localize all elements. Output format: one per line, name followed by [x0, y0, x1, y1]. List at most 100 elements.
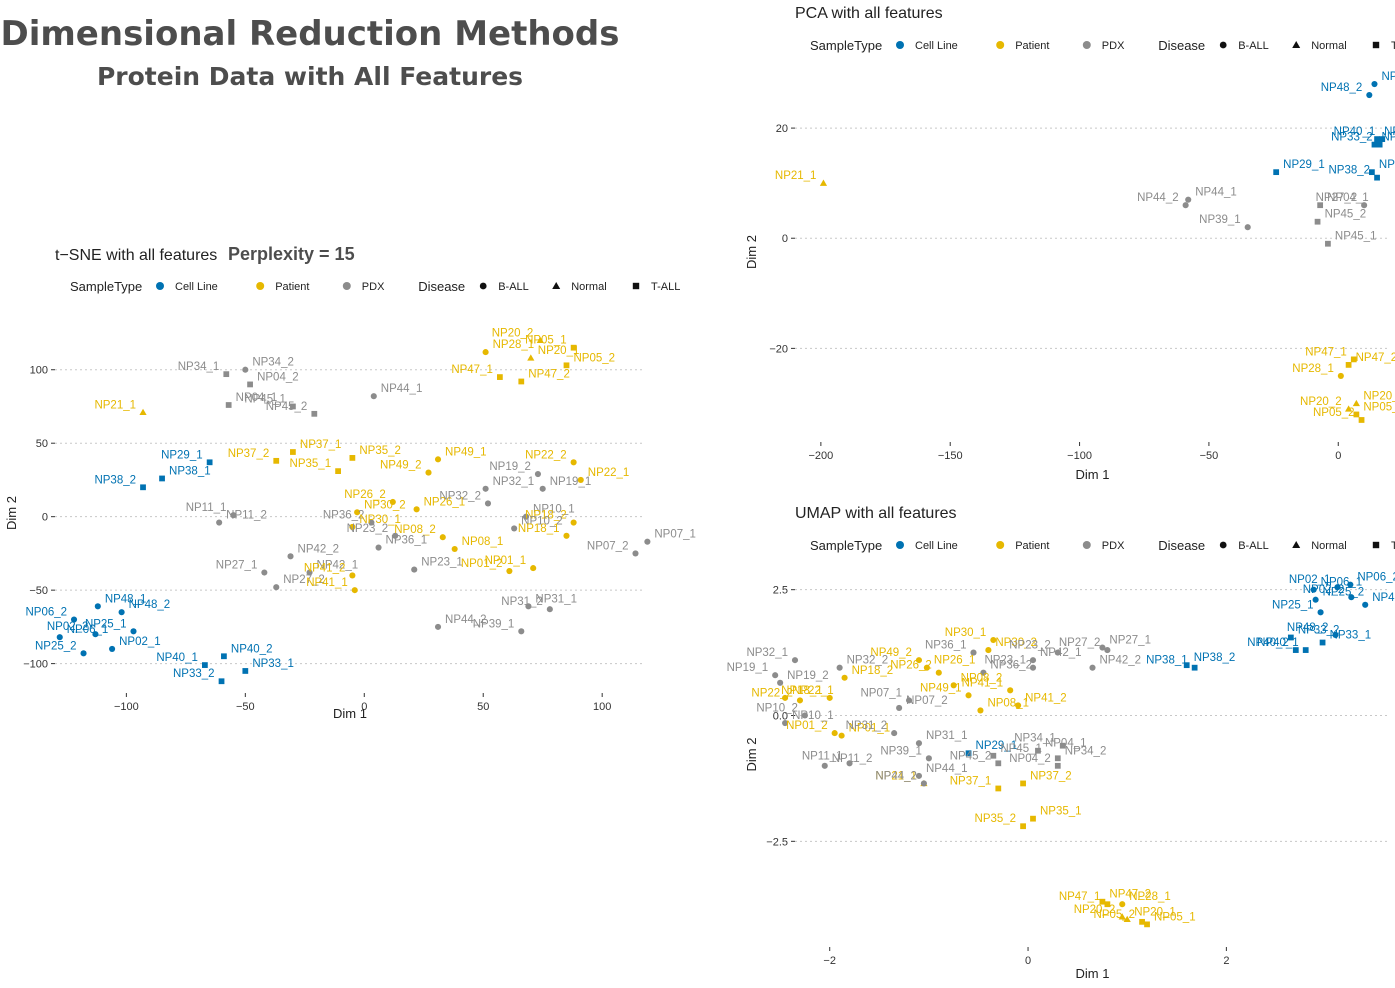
point-np33_2 [1287, 634, 1294, 641]
legend-key-pdx [1082, 541, 1091, 549]
point-label: NP48_1 [1372, 592, 1395, 604]
point-label: NP42_1 [1040, 647, 1082, 659]
point-label: NP40_1 [156, 652, 198, 664]
point-label: NP22_1 [588, 467, 630, 479]
point-label: NP22_2 [751, 687, 793, 699]
point-label: NP47_1 [1059, 891, 1101, 903]
point-label: NP23_1 [421, 557, 463, 569]
point-np32_1 [791, 657, 799, 664]
point-np39_1 [518, 628, 525, 635]
point-np41_1 [1007, 687, 1014, 694]
point-label: NP49_2 [870, 647, 912, 659]
point-np26_2 [935, 669, 942, 676]
point-label: NP06_1 [67, 624, 109, 636]
point-label: NP04_1 [236, 392, 278, 404]
point-np34_2 [1054, 755, 1061, 762]
point-label: NP42_2 [298, 543, 340, 555]
point-np20_2 [1345, 405, 1353, 412]
point-label: NP39_1 [880, 745, 922, 757]
x-tick-label: 0 [1025, 955, 1031, 967]
point-label: NP44_1 [1195, 187, 1237, 199]
point-np39_1 [925, 755, 932, 762]
point-label: NP08_2 [394, 524, 436, 536]
point-np47_2 [1099, 898, 1106, 905]
point-np23_2 [1054, 649, 1061, 656]
point-np23_2 [392, 532, 399, 539]
legend-key-normal [1292, 541, 1301, 548]
point-np48_2 [118, 609, 125, 616]
chart-title: PCA with all features [795, 5, 943, 22]
point-np02_2 [92, 631, 99, 638]
point-np38_2 [1374, 174, 1380, 181]
point-np38_1 [159, 475, 165, 482]
point-np49_2 [915, 657, 923, 664]
legend-key-cell-line [896, 41, 904, 49]
point-np01_1 [838, 732, 845, 739]
legend-key-t-all [632, 282, 640, 290]
point-np48_1 [1362, 601, 1369, 608]
chart-title-extra: Perplexity = 15 [228, 244, 355, 264]
point-np36_1 [375, 544, 382, 551]
point-np38_1 [1369, 169, 1375, 176]
point-label: NP20_2 [1074, 904, 1116, 916]
point-np40_2 [1292, 647, 1299, 653]
point-np45_2 [1314, 218, 1321, 225]
legend-key-cell-line [896, 541, 904, 549]
point-label: NP02_1 [119, 636, 161, 648]
legend-key-b-all [479, 282, 487, 290]
point-np40_1 [1302, 647, 1309, 653]
point-np01_1 [530, 565, 537, 572]
point-np29_1 [206, 459, 213, 466]
point-label: NP32_1 [746, 647, 788, 659]
point-np40_1 [201, 662, 208, 668]
point-label: NP49_2 [380, 460, 422, 472]
point-np11_2 [821, 762, 828, 769]
point-label: NP22_2 [525, 449, 567, 461]
point-label: NP47_1 [1305, 346, 1347, 358]
point-label: NP34_1 [178, 361, 220, 373]
point-label: NP08_1 [462, 536, 504, 548]
point-np44_1 [370, 393, 377, 400]
point-np20_2 [536, 336, 544, 344]
point-label: NP40_2 [231, 643, 273, 655]
page-subtitle: Protein Data with All Features [96, 62, 524, 91]
x-tick-label: −200 [808, 450, 833, 462]
point-np19_2 [534, 471, 542, 478]
point-np37_1 [290, 449, 296, 455]
point-np40_1 [1379, 136, 1386, 142]
point-np25_2 [1312, 596, 1319, 603]
point-np47_1 [1350, 356, 1357, 363]
point-label: NP31_1 [535, 593, 577, 605]
point-label: NP27_2 [283, 574, 325, 586]
point-np45_2 [995, 760, 1002, 767]
point-label: NP39_1 [1199, 214, 1241, 226]
point-label: NP40_1 [1257, 637, 1299, 649]
point-np28_1 [1337, 372, 1344, 379]
legend-label: B-ALL [1238, 40, 1269, 52]
point-label: NP23_2 [347, 523, 389, 535]
point-np45_2 [311, 410, 318, 417]
point-label: NP48_1 [105, 593, 147, 605]
point-np39_1 [1244, 224, 1251, 231]
point-np41_2 [1015, 702, 1022, 709]
point-label: NP05_2 [1094, 909, 1136, 921]
point-np04_1 [225, 402, 232, 408]
point-label: NP45_2 [266, 401, 308, 413]
point-label: NP33_1 [252, 658, 294, 670]
point-label: NP36_2 [990, 660, 1032, 672]
point-label: NP44_2 [875, 770, 917, 782]
point-label: NP20_1 [1134, 906, 1176, 918]
legend: SampleType Cell Line Patient PDX Disease B-AL… [70, 279, 680, 294]
point-np38_2 [1183, 662, 1190, 669]
point-np30_1 [990, 636, 997, 644]
point-np05_2 [563, 362, 570, 369]
point-np05_1 [570, 344, 577, 351]
point-label: NP27_2 [1316, 192, 1358, 204]
pca-chart: PCA with all features SampleType Cell Line… [744, 5, 1395, 482]
y-tick-label: −100 [23, 659, 48, 671]
point-label: NP30_1 [945, 627, 987, 639]
point-label: NP26_1 [934, 655, 976, 667]
point-np28_1 [482, 349, 489, 356]
point-label: NP38_1 [1146, 655, 1188, 667]
y-tick-label: 0 [782, 233, 788, 245]
